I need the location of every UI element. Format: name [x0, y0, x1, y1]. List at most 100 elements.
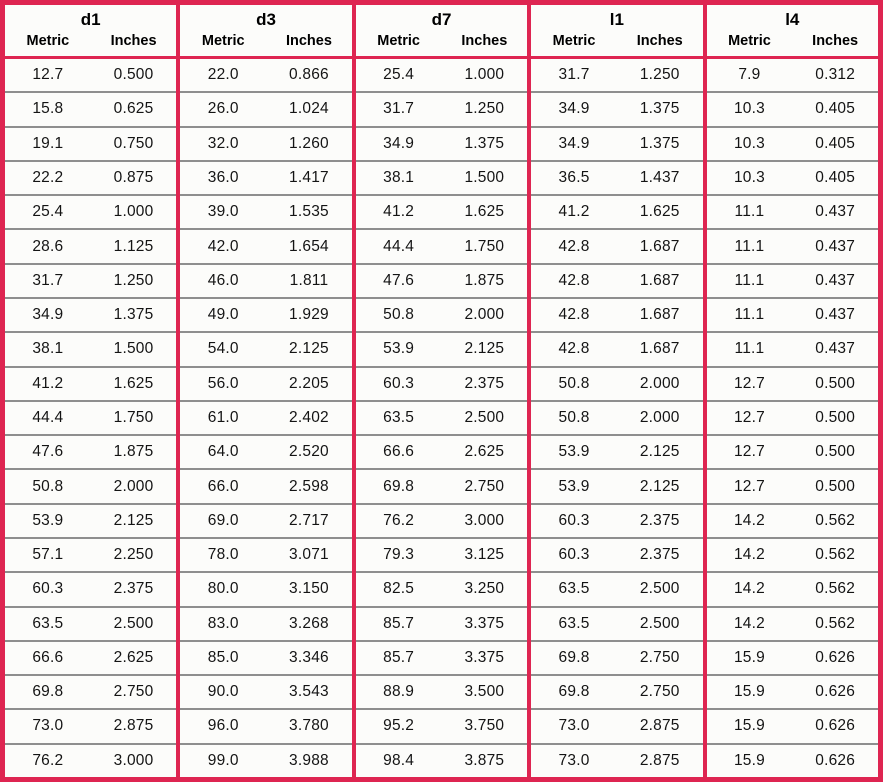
metric-cell: 11.1 [734, 340, 765, 358]
table-row: 73.0 2.875 [531, 742, 703, 777]
metric-cell: 47.6 [32, 443, 64, 461]
inches-cell: 1.417 [289, 168, 329, 186]
metric-cell: 83.0 [207, 614, 239, 632]
metric-cell: 12.7 [733, 408, 765, 426]
table-row: 15.9 0.626 [706, 708, 878, 742]
metric-cell: 10.3 [733, 134, 765, 152]
metric-cell: 11.1 [734, 306, 765, 324]
inches-cell: 2.750 [464, 477, 505, 495]
inches-cell: 2.750 [639, 648, 680, 666]
inches-cell: 2.125 [639, 443, 680, 461]
metric-cell: 50.8 [383, 306, 415, 324]
table-row: 60.3 2.375 [531, 536, 703, 571]
table-row: 49.0 1.929 [180, 296, 352, 331]
metric-cell: 99.0 [207, 751, 239, 769]
metric-header: Metric [26, 33, 70, 49]
inches-cell: 2.875 [639, 751, 680, 769]
metric-cell: 85.7 [383, 648, 415, 666]
inches-cell: 2.500 [464, 408, 505, 426]
table-row: 10.3 0.405 [706, 159, 878, 194]
metric-cell: 41.2 [558, 203, 590, 221]
table-row: 22.2 0.875 [5, 159, 177, 194]
metric-cell: 80.0 [207, 580, 239, 598]
inches-cell: 3.150 [289, 580, 329, 598]
table-row: 53.9 2.125 [531, 434, 703, 468]
table-row: 36.5 1.437 [531, 159, 703, 194]
inches-cell: 0.500 [815, 477, 856, 495]
inches-cell: 2.125 [639, 477, 680, 495]
inches-cell: 2.250 [113, 546, 154, 564]
metric-cell: 46.0 [207, 271, 239, 289]
metric-cell: 98.4 [383, 751, 415, 769]
table-row: 12.7 0.500 [706, 365, 878, 400]
metric-cell: 11.1 [734, 203, 765, 221]
table-row: 66.6 2.625 [5, 639, 177, 674]
group-title: l4 [785, 10, 800, 29]
table-row: 34.9 1.375 [531, 125, 703, 160]
metric-cell: 15.9 [733, 648, 765, 666]
inches-cell: 0.405 [815, 168, 856, 186]
inches-cell: 1.437 [639, 168, 680, 186]
metric-cell: 36.0 [207, 168, 239, 186]
metric-cell: 14.2 [733, 511, 765, 529]
inches-cell: 2.000 [639, 408, 680, 426]
inches-cell: 1.654 [289, 237, 329, 255]
metric-cell: 25.4 [32, 203, 64, 221]
table-row: 36.0 1.417 [180, 159, 352, 194]
table-row: 78.0 3.071 [180, 536, 352, 571]
metric-cell: 12.7 [733, 443, 765, 461]
table-row: 25.4 1.000 [5, 194, 177, 228]
metric-cell: 12.7 [733, 374, 765, 392]
metric-cell: 73.0 [32, 717, 64, 735]
metric-cell: 42.8 [558, 271, 590, 289]
inches-cell: 2.402 [289, 408, 329, 426]
inches-cell: 1.811 [289, 271, 329, 289]
table-row: 31.7 1.250 [5, 262, 177, 297]
inches-cell: 1.687 [639, 271, 680, 289]
metric-cell: 79.3 [383, 546, 415, 564]
metric-cell: 53.9 [558, 443, 590, 461]
metric-cell: 15.9 [733, 717, 765, 735]
table-row: 10.3 0.405 [706, 91, 878, 125]
inches-cell: 1.500 [464, 168, 505, 186]
inches-cell: 0.562 [815, 546, 856, 564]
group-header: l1 Metric Inches [531, 5, 703, 59]
table-row: 11.1 0.437 [706, 296, 878, 331]
table-row: 85.7 3.375 [355, 605, 528, 640]
metric-cell: 12.7 [733, 477, 765, 495]
metric-cell: 64.0 [207, 443, 239, 461]
table-row: 73.0 2.875 [531, 708, 703, 742]
inches-cell: 2.500 [639, 580, 680, 598]
inches-cell: 1.375 [113, 306, 154, 324]
table-row: 41.2 1.625 [355, 194, 528, 228]
table-row: 15.9 0.626 [706, 639, 878, 674]
column-group-l4: l4 Metric Inches 7.9 0.312 10.3 0.405 10.3 0.405… [706, 5, 878, 777]
inches-cell: 0.626 [815, 683, 856, 701]
table-row: 50.8 2.000 [355, 296, 528, 331]
metric-cell: 69.0 [207, 511, 239, 529]
inches-cell: 0.875 [113, 168, 154, 186]
metric-header: Metric [201, 33, 245, 49]
inches-cell: 0.437 [815, 203, 856, 221]
table-row: 53.9 2.125 [5, 502, 177, 537]
metric-cell: 76.2 [383, 511, 415, 529]
table-row: 98.4 3.875 [355, 742, 528, 777]
metric-cell: 15.9 [733, 751, 765, 769]
table-row: 69.8 2.750 [531, 639, 703, 674]
inches-cell: 0.500 [815, 443, 856, 461]
inches-cell: 0.405 [815, 100, 856, 118]
metric-cell: 95.2 [383, 717, 415, 735]
metric-cell: 44.4 [383, 237, 415, 255]
table-row: 42.8 1.687 [531, 296, 703, 331]
metric-cell: 39.0 [207, 203, 239, 221]
inches-cell: 1.687 [639, 340, 680, 358]
group-header: d7 Metric Inches [355, 5, 528, 59]
table-row: 11.1 0.437 [706, 331, 878, 365]
metric-cell: 22.2 [32, 168, 64, 186]
metric-cell: 54.0 [207, 340, 239, 358]
metric-cell: 14.2 [733, 546, 765, 564]
table-row: 60.3 2.375 [355, 365, 528, 400]
table-row: 63.5 2.500 [5, 605, 177, 640]
inches-cell: 1.625 [113, 374, 154, 392]
